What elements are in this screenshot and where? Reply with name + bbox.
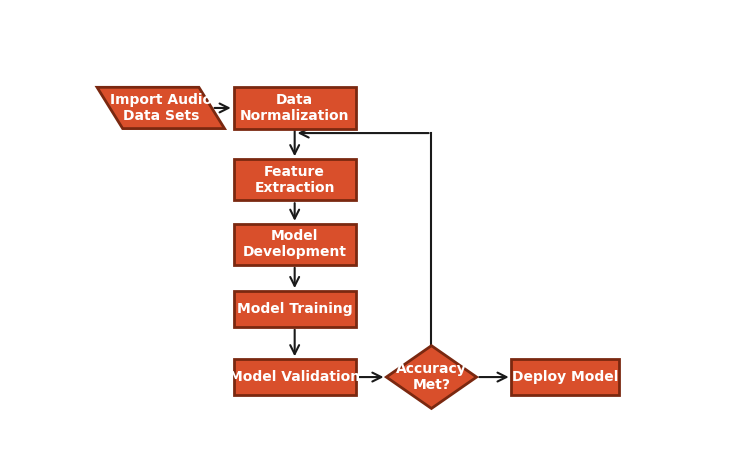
Text: Import Audio
Data Sets: Import Audio Data Sets (110, 93, 212, 123)
FancyBboxPatch shape (234, 359, 356, 395)
Polygon shape (97, 87, 225, 129)
FancyBboxPatch shape (234, 291, 356, 327)
FancyBboxPatch shape (511, 359, 619, 395)
Polygon shape (386, 346, 477, 409)
Text: Data
Normalization: Data Normalization (240, 93, 349, 123)
FancyBboxPatch shape (234, 159, 356, 200)
FancyBboxPatch shape (234, 87, 356, 129)
Text: Model Training: Model Training (237, 302, 352, 316)
FancyBboxPatch shape (234, 224, 356, 265)
Text: Model
Development: Model Development (243, 229, 347, 260)
Text: Deploy Model: Deploy Model (512, 370, 619, 384)
Text: Model Validation: Model Validation (229, 370, 360, 384)
Text: Accuracy
Met?: Accuracy Met? (396, 362, 467, 392)
Text: Feature
Extraction: Feature Extraction (255, 164, 335, 195)
